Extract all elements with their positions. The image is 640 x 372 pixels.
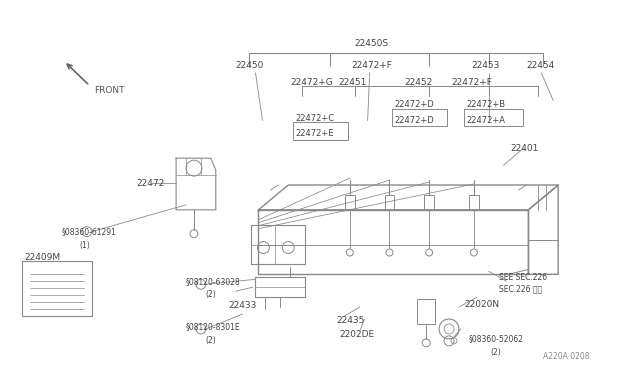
Text: (2): (2) — [206, 290, 216, 299]
Bar — [392, 109, 447, 126]
Text: 22472+F: 22472+F — [352, 61, 392, 70]
Bar — [22, 262, 92, 316]
Text: (2): (2) — [206, 336, 216, 345]
Text: 22409M: 22409M — [24, 253, 60, 262]
Text: 22433: 22433 — [228, 301, 257, 310]
Text: 22454: 22454 — [527, 61, 555, 70]
Text: §08360-52062: §08360-52062 — [469, 334, 524, 343]
Text: FRONT: FRONT — [93, 86, 124, 95]
Text: 22435: 22435 — [336, 317, 364, 326]
Text: (2): (2) — [491, 348, 502, 357]
Bar — [469, 195, 479, 210]
Text: §08360-61291: §08360-61291 — [62, 227, 117, 236]
Text: 22472+C: 22472+C — [295, 114, 334, 123]
Text: 22472+G: 22472+G — [290, 78, 333, 87]
Text: SEC.226 参照: SEC.226 参照 — [499, 285, 542, 294]
Text: 22472+D: 22472+D — [394, 116, 434, 125]
Text: 22020N: 22020N — [464, 299, 499, 309]
Text: 22472+A: 22472+A — [466, 116, 505, 125]
Bar — [293, 122, 348, 140]
Text: 22401: 22401 — [511, 144, 539, 153]
Text: 22450S: 22450S — [355, 39, 389, 48]
Text: 22452: 22452 — [404, 78, 433, 87]
Text: 22451: 22451 — [338, 78, 366, 87]
Text: §08120-8301E: §08120-8301E — [186, 323, 241, 331]
Text: 2202DE: 2202DE — [340, 330, 375, 339]
Bar — [345, 195, 355, 210]
Text: SEE SEC.226: SEE SEC.226 — [499, 273, 547, 282]
Bar — [385, 195, 394, 210]
Text: 22472: 22472 — [136, 179, 164, 187]
Bar — [417, 299, 435, 324]
Text: 22453: 22453 — [471, 61, 499, 70]
Bar — [424, 195, 434, 210]
Text: §08120-63028: §08120-63028 — [186, 277, 241, 286]
Text: A220A 0208: A220A 0208 — [543, 352, 590, 361]
Text: 22472+F: 22472+F — [451, 78, 492, 87]
Text: 22472+D: 22472+D — [394, 100, 434, 109]
Text: 22472+E: 22472+E — [295, 129, 333, 138]
Text: 22472+B: 22472+B — [466, 100, 505, 109]
Text: 22450: 22450 — [236, 61, 264, 70]
Text: (1): (1) — [80, 241, 90, 250]
Bar — [464, 109, 524, 126]
